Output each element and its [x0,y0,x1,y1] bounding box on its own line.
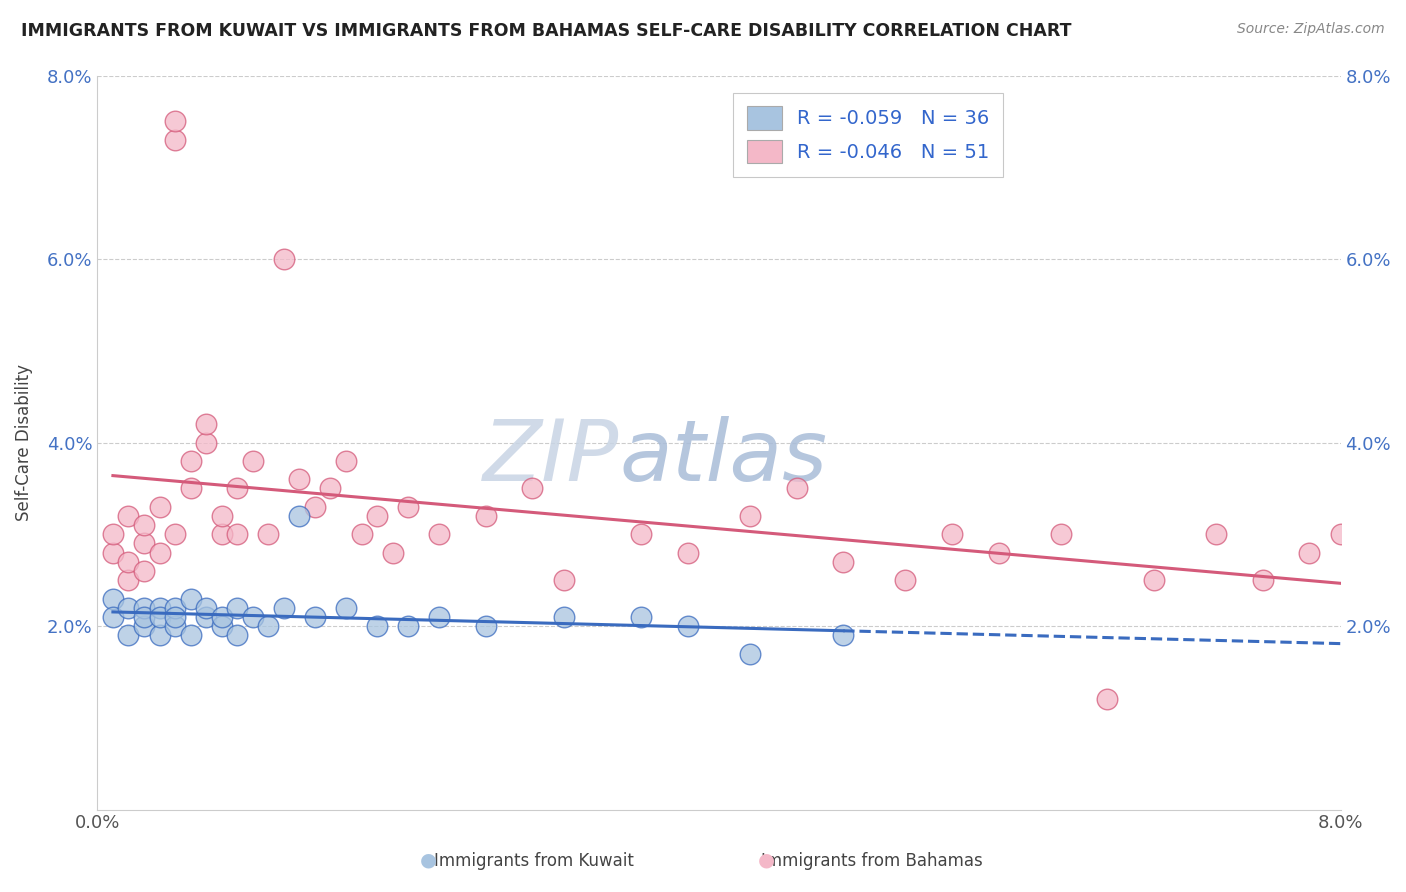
Point [987,546,1010,560]
Point [396,500,419,514]
Text: ZIP: ZIP [484,416,620,499]
Point [288,508,311,523]
Point [180,628,202,642]
Point [117,573,139,587]
Point [381,546,404,560]
Point [101,610,124,624]
Point [180,454,202,468]
Point [288,472,311,486]
Text: ●: ● [758,851,775,870]
Text: ●: ● [420,851,437,870]
Text: Immigrants from Bahamas: Immigrants from Bahamas [761,852,983,870]
Point [630,527,652,541]
Point [132,518,155,533]
Point [427,527,450,541]
Point [165,619,187,633]
Point [1205,527,1227,541]
Point [165,527,187,541]
Point [832,628,855,642]
Point [676,619,699,633]
Point [242,610,264,624]
Point [148,500,170,514]
Point [1329,527,1351,541]
Point [226,482,249,496]
Point [396,619,419,633]
Point [366,619,388,633]
Point [242,454,264,468]
Point [941,527,963,541]
Point [366,508,388,523]
Point [273,252,295,266]
Point [786,482,808,496]
Point [832,555,855,569]
Point [148,628,170,642]
Point [1298,546,1320,560]
Point [738,647,761,661]
Point [132,600,155,615]
Point [101,546,124,560]
Point [475,619,498,633]
Point [195,435,218,450]
Point [226,628,249,642]
Point [427,610,450,624]
Text: Source: ZipAtlas.com: Source: ZipAtlas.com [1237,22,1385,37]
Point [335,600,357,615]
Text: IMMIGRANTS FROM KUWAIT VS IMMIGRANTS FROM BAHAMAS SELF-CARE DISABILITY CORRELATI: IMMIGRANTS FROM KUWAIT VS IMMIGRANTS FRO… [21,22,1071,40]
Point [319,482,342,496]
Text: atlas: atlas [620,416,828,499]
Point [522,482,544,496]
Point [132,536,155,550]
Point [180,482,202,496]
Point [165,600,187,615]
Point [117,600,139,615]
Point [211,508,233,523]
Point [148,610,170,624]
Point [195,600,218,615]
Point [1097,692,1119,706]
Point [101,527,124,541]
Point [180,591,202,606]
Point [226,527,249,541]
Point [132,564,155,578]
Point [350,527,373,541]
Point [117,555,139,569]
Point [226,600,249,615]
Point [257,619,280,633]
Point [148,546,170,560]
Point [195,417,218,432]
Point [195,610,218,624]
Point [1049,527,1071,541]
Point [117,508,139,523]
Legend: R = -0.059   N = 36, R = -0.046   N = 51: R = -0.059 N = 36, R = -0.046 N = 51 [733,93,1002,177]
Point [273,600,295,615]
Point [475,508,498,523]
Point [553,573,575,587]
Point [132,619,155,633]
Y-axis label: Self-Care Disability: Self-Care Disability [15,364,32,521]
Point [553,610,575,624]
Point [211,619,233,633]
Point [630,610,652,624]
Point [211,527,233,541]
Point [894,573,917,587]
Point [148,600,170,615]
Point [117,628,139,642]
Point [101,591,124,606]
Point [304,500,326,514]
Text: Immigrants from Kuwait: Immigrants from Kuwait [434,852,634,870]
Point [165,114,187,128]
Point [304,610,326,624]
Point [676,546,699,560]
Point [1143,573,1166,587]
Point [165,610,187,624]
Point [335,454,357,468]
Point [1251,573,1274,587]
Point [165,133,187,147]
Point [738,508,761,523]
Point [211,610,233,624]
Point [257,527,280,541]
Point [132,610,155,624]
